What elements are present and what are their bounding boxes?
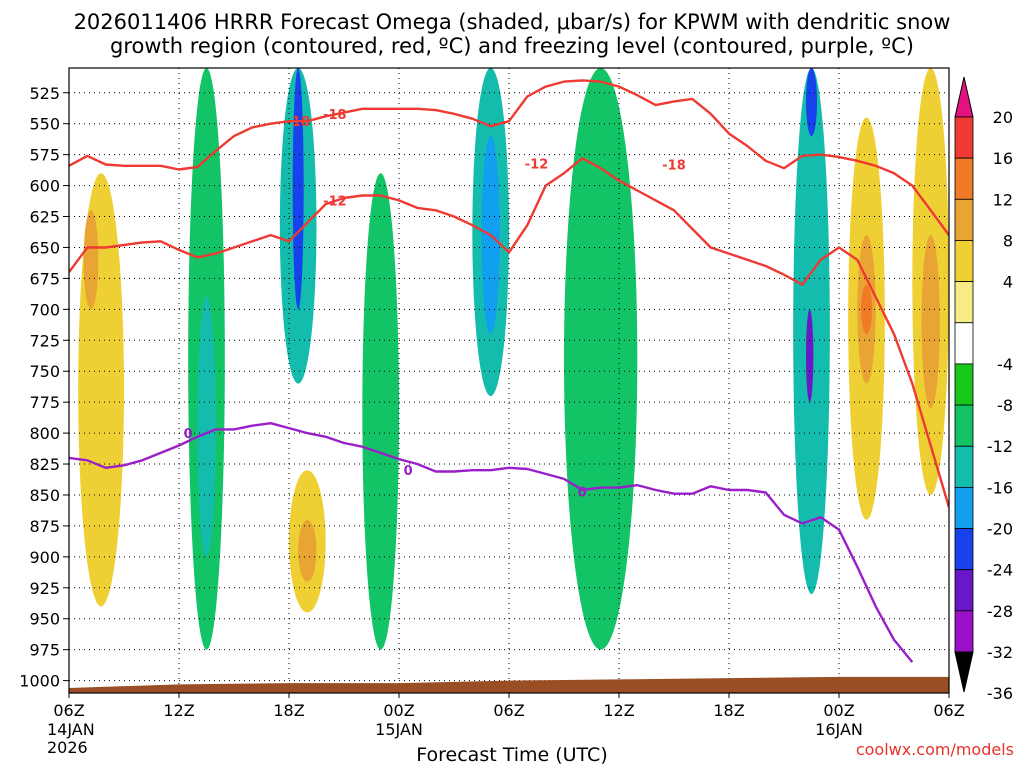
omega-region-1 — [197, 296, 216, 557]
x-date-label-3: 15JAN — [375, 720, 423, 739]
omega-region-17 — [861, 284, 872, 335]
omega-region-3 — [292, 68, 304, 310]
y-tick-label-625: 625 — [29, 208, 60, 227]
x-year-label-0: 2026 — [47, 738, 88, 757]
y-tick-label-575: 575 — [29, 146, 60, 165]
contour-label-3: -12 — [323, 194, 347, 209]
y-tick-label-525: 525 — [29, 84, 60, 103]
colorbar-label-11: -28 — [987, 602, 1013, 621]
omega-region-9 — [806, 68, 817, 137]
colorbar: 20 16 12 8 4 -4 -8 -12 -16 -20 -24 -28 -32 -36 — [954, 76, 1013, 703]
omega-region-19 — [921, 235, 940, 409]
contour-lines: -18 -18 -18 -12 -12 0 0 0 — [69, 79, 949, 663]
omega-region-10 — [806, 309, 814, 403]
y-tick-label-850: 850 — [29, 486, 60, 505]
colorbar-segment-7 — [954, 404, 974, 447]
y-tick-label-875: 875 — [29, 517, 60, 536]
x-tick-label-4: 06Z — [493, 701, 524, 720]
omega-region-4 — [362, 173, 399, 650]
colorbar-segment-0 — [954, 116, 974, 159]
x-tick-label-6: 18Z — [713, 701, 744, 720]
colorbar-label-1: 16 — [993, 149, 1013, 168]
contour-label-5: 0 — [184, 427, 193, 442]
y-tick-label-800: 800 — [29, 424, 60, 443]
credit-link[interactable]: coolwx.com/models — [855, 740, 1014, 759]
omega-region-14 — [298, 519, 317, 582]
x-tick-label-0: 06Z — [53, 701, 84, 720]
contour-label-2: -18 — [662, 159, 686, 174]
colorbar-bottom-triangle — [954, 651, 974, 693]
y-tick-label-650: 650 — [29, 238, 60, 257]
contour-label-6: 0 — [404, 464, 413, 479]
y-tick-label-725: 725 — [29, 331, 60, 350]
y-tick-label-950: 950 — [29, 610, 60, 629]
y-tick-label-750: 750 — [29, 362, 60, 381]
x-date-label-7: 16JAN — [815, 720, 863, 739]
colorbar-segment-4 — [954, 281, 974, 324]
colorbar-label-0: 20 — [993, 108, 1013, 127]
colorbar-label-2: 12 — [993, 190, 1013, 209]
x-axis-title: Forecast Time (UTC) — [416, 744, 608, 766]
colorbar-top-triangle — [954, 76, 974, 118]
x-tick-label-1: 12Z — [163, 701, 194, 720]
colorbar-label-6: -8 — [997, 396, 1013, 415]
colorbar-label-5: -4 — [997, 355, 1013, 374]
colorbar-label-12: -32 — [987, 643, 1013, 662]
y-tick-label-700: 700 — [29, 300, 60, 319]
omega-shading — [78, 68, 949, 650]
x-tick-label-3: 00Z — [383, 701, 414, 720]
y-tick-label-1000: 1000 — [19, 672, 60, 691]
contour-label-7: 0 — [578, 485, 587, 500]
colorbar-segment-6 — [954, 363, 974, 406]
colorbar-label-13: -36 — [987, 684, 1013, 703]
omega-region-12 — [83, 210, 99, 310]
colorbar-label-10: -24 — [987, 561, 1013, 580]
contour-line-2 — [69, 422, 914, 663]
colorbar-segment-8 — [954, 445, 974, 488]
colorbar-segment-2 — [954, 198, 974, 241]
x-date-label-0: 14JAN — [47, 720, 95, 739]
y-tick-label-825: 825 — [29, 455, 60, 474]
grid — [69, 68, 949, 693]
colorbar-segment-11 — [954, 569, 974, 612]
omega-region-7 — [564, 68, 638, 650]
y-tick-label-900: 900 — [29, 548, 60, 567]
x-tick-label-2: 18Z — [273, 701, 304, 720]
contour-label-0: -18 — [286, 115, 310, 130]
y-tick-label-775: 775 — [29, 393, 60, 412]
x-tick-label-8: 06Z — [933, 701, 964, 720]
colorbar-segment-12 — [954, 610, 974, 653]
colorbar-label-4: 4 — [1003, 273, 1013, 292]
y-tick-label-925: 925 — [29, 579, 60, 598]
contour-label-1: -18 — [323, 108, 347, 123]
terrain-layer — [69, 676, 949, 693]
axes: 525 550 575 600 625 650 675 700 725 750 775 800 825 8… — [19, 84, 964, 757]
colorbar-segment-5 — [954, 322, 974, 365]
colorbar-segment-10 — [954, 528, 974, 571]
contour-line-0 — [69, 79, 949, 236]
contour-line-1 — [69, 157, 949, 508]
y-tick-label-550: 550 — [29, 115, 60, 134]
x-tick-label-7: 00Z — [823, 701, 854, 720]
x-tick-label-5: 12Z — [603, 701, 634, 720]
contour-label-4: -12 — [525, 157, 549, 172]
y-tick-label-600: 600 — [29, 177, 60, 196]
colorbar-segment-9 — [954, 486, 974, 529]
chart-title-line-2: growth region (contoured, red, ºC) and f… — [110, 34, 914, 58]
colorbar-segment-1 — [954, 157, 974, 200]
ground-terrain — [69, 676, 949, 693]
colorbar-label-7: -12 — [987, 437, 1013, 456]
y-tick-label-975: 975 — [29, 641, 60, 660]
y-tick-label-675: 675 — [29, 269, 60, 288]
colorbar-label-9: -20 — [987, 520, 1013, 539]
colorbar-label-3: 8 — [1003, 231, 1013, 250]
chart-title-line-1: 2026011406 HRRR Forecast Omega (shaded, … — [73, 10, 951, 34]
colorbar-segment-3 — [954, 240, 974, 283]
colorbar-label-8: -16 — [987, 478, 1013, 497]
